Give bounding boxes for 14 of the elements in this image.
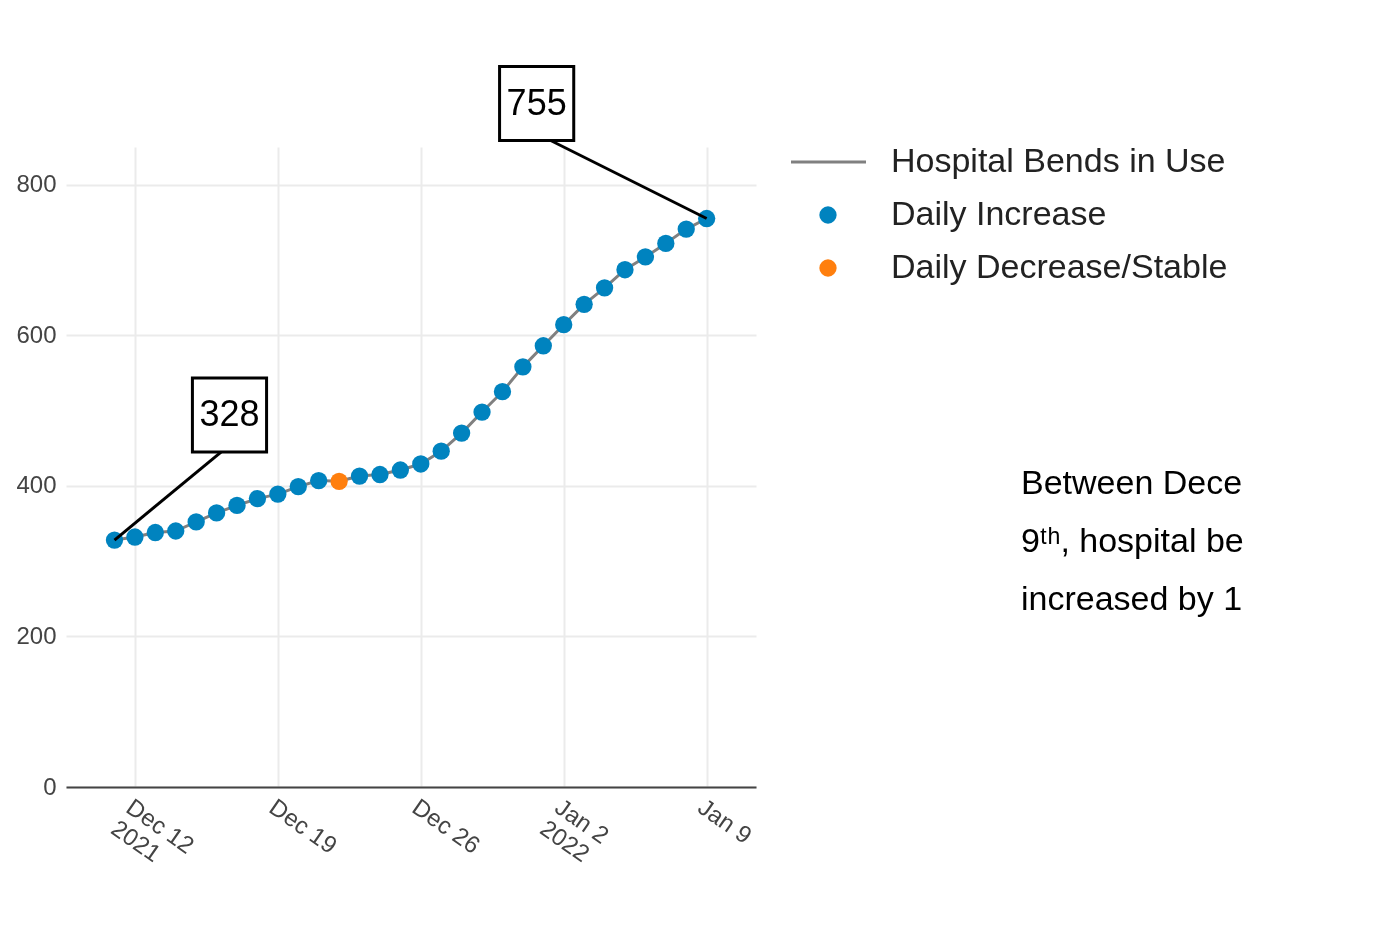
x-tick-label: Dec 26 (407, 793, 486, 859)
y-tick-label: 0 (43, 772, 57, 800)
legend-label: Hospital Bends in Use (891, 141, 1226, 179)
legend-label: Daily Increase (891, 194, 1107, 232)
y-tick-label: 200 (16, 621, 57, 649)
x-tick-label: Jan 9 (693, 793, 757, 849)
y-tick-label: 400 (16, 471, 57, 499)
text: Between Dece 9ᵗʰ, hospital be increased by 1 (1021, 463, 1244, 617)
x-tick-label: Dec 19 (264, 793, 343, 859)
y-tick-label: 800 (16, 170, 57, 198)
legend-label: Daily Decrease/Stable (891, 247, 1228, 285)
annotation: 755 (506, 81, 567, 123)
y-tick-label: 600 (16, 320, 57, 348)
annotation: 328 (199, 393, 260, 435)
